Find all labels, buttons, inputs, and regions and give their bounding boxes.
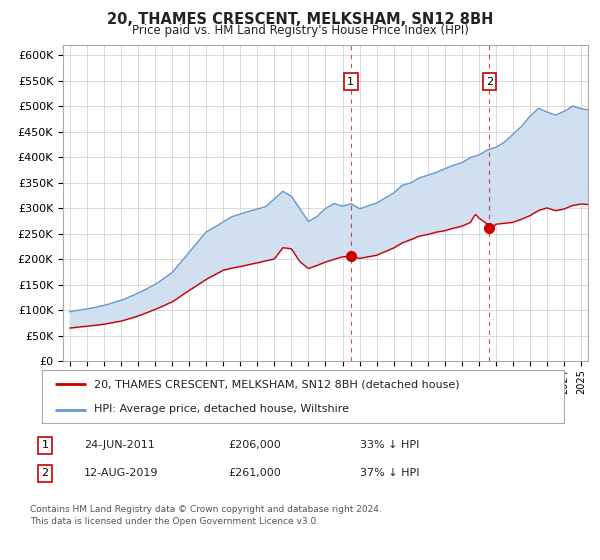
Text: 33% ↓ HPI: 33% ↓ HPI xyxy=(360,440,419,450)
Text: HPI: Average price, detached house, Wiltshire: HPI: Average price, detached house, Wilt… xyxy=(94,404,349,414)
Text: 1: 1 xyxy=(41,440,49,450)
Text: Contains HM Land Registry data © Crown copyright and database right 2024.
This d: Contains HM Land Registry data © Crown c… xyxy=(30,505,382,526)
Text: £261,000: £261,000 xyxy=(228,468,281,478)
Text: 20, THAMES CRESCENT, MELKSHAM, SN12 8BH: 20, THAMES CRESCENT, MELKSHAM, SN12 8BH xyxy=(107,12,493,27)
Text: 12-AUG-2019: 12-AUG-2019 xyxy=(84,468,158,478)
Text: 2: 2 xyxy=(41,468,49,478)
Text: 1: 1 xyxy=(347,77,354,87)
Text: 24-JUN-2011: 24-JUN-2011 xyxy=(84,440,155,450)
Text: 20, THAMES CRESCENT, MELKSHAM, SN12 8BH (detached house): 20, THAMES CRESCENT, MELKSHAM, SN12 8BH … xyxy=(94,380,460,390)
Text: £206,000: £206,000 xyxy=(228,440,281,450)
Text: 2: 2 xyxy=(486,77,493,87)
Text: Price paid vs. HM Land Registry's House Price Index (HPI): Price paid vs. HM Land Registry's House … xyxy=(131,24,469,36)
Text: 37% ↓ HPI: 37% ↓ HPI xyxy=(360,468,419,478)
